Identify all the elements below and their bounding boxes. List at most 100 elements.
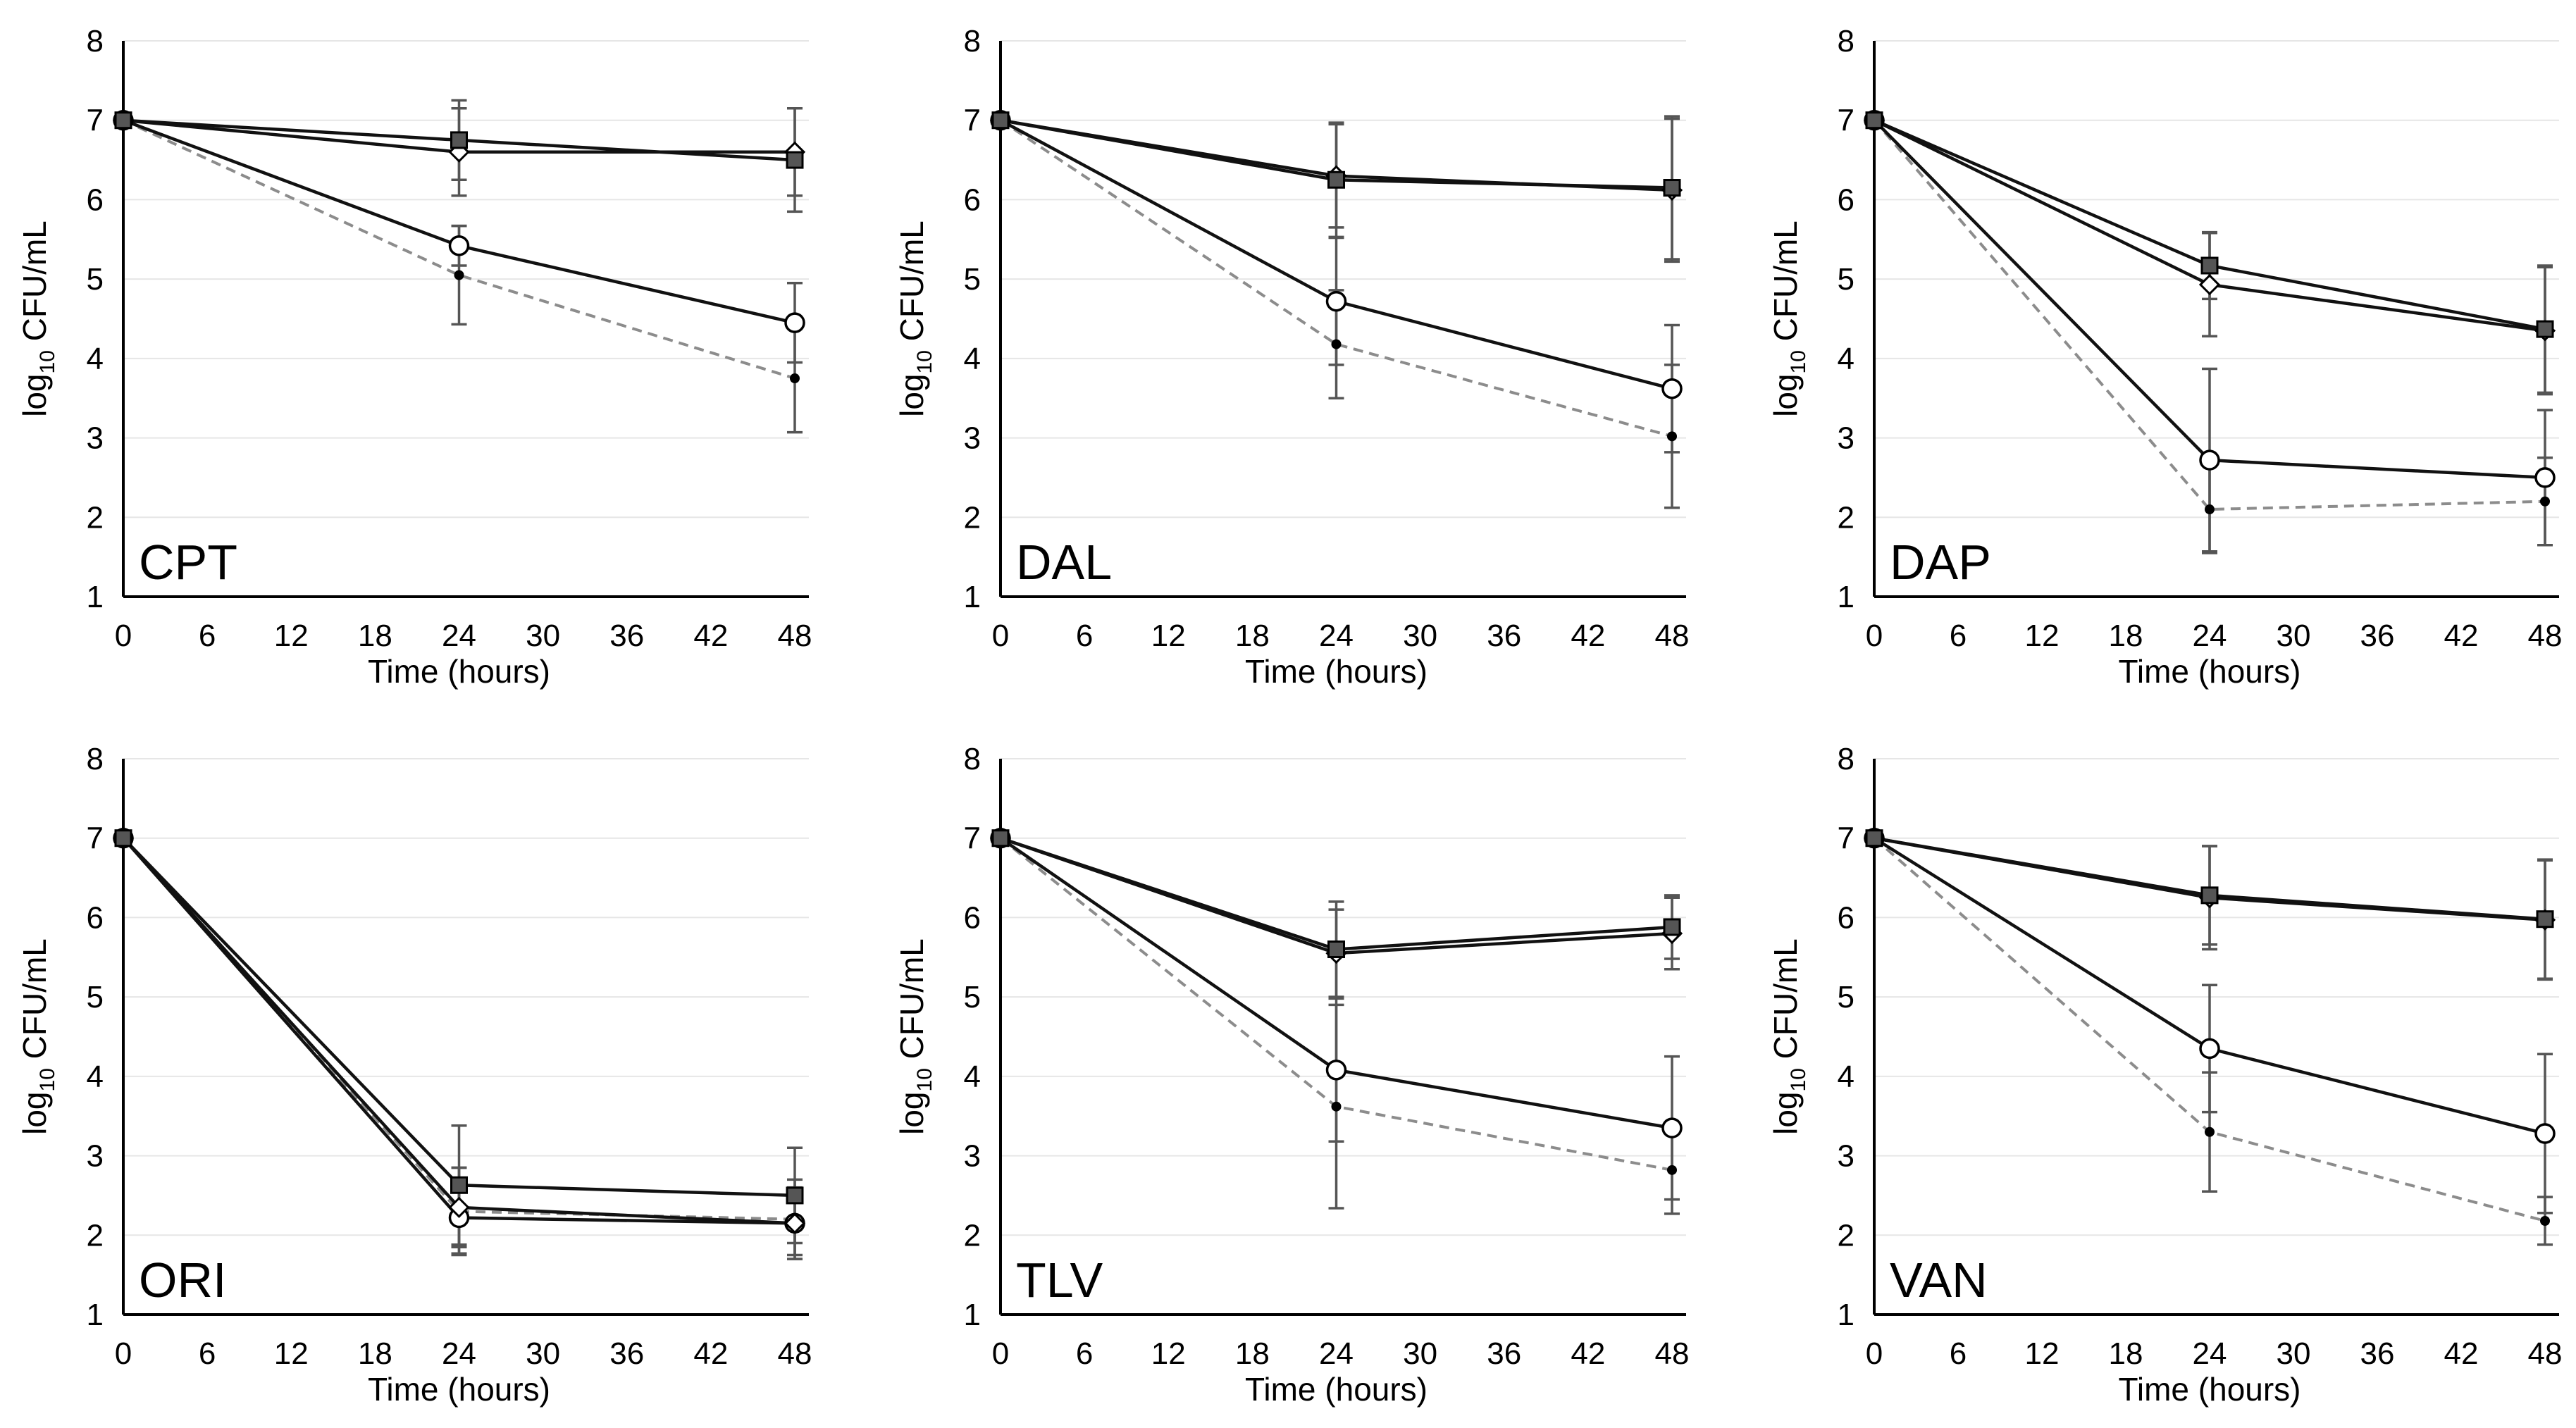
y-tick-label: 8: [964, 742, 981, 776]
y-axis-title-subscript: 10: [1787, 1068, 1810, 1091]
x-tick-label: 36: [1487, 1336, 1521, 1371]
y-tick-label: 1: [1838, 580, 1854, 614]
x-tick-label: 48: [2528, 1336, 2563, 1371]
y-tick-label: 5: [1838, 980, 1854, 1014]
data-point-dot: [2540, 496, 2550, 507]
data-point-open-circle: [1661, 378, 1683, 399]
x-tick-label: 12: [2025, 619, 2060, 653]
y-axis-title: log10 CFU/mL: [893, 938, 936, 1135]
x-axis-title: Time (hours): [2119, 653, 2301, 690]
y-tick-label: 7: [1838, 821, 1854, 856]
y-tick-label: 1: [87, 580, 104, 614]
x-tick-label: 48: [778, 619, 812, 653]
x-tick-label: 18: [1235, 1336, 1270, 1371]
data-point-open-circle: [1661, 1117, 1683, 1138]
y-tick-label: 3: [1838, 421, 1854, 456]
y-tick-label: 3: [1838, 1139, 1854, 1174]
data-point-square: [1663, 918, 1681, 936]
y-axis-title-rest: CFU/mL: [16, 221, 53, 350]
x-tick-label: 12: [274, 619, 309, 653]
data-point-diamond: [448, 1196, 470, 1218]
y-axis-title-rest: CFU/mL: [893, 221, 930, 350]
x-tick-label: 48: [2528, 619, 2563, 653]
y-tick-label: 5: [964, 262, 981, 297]
x-tick-label: 0: [992, 619, 1009, 653]
y-tick-label: 8: [87, 24, 104, 58]
x-tick-label: 12: [2025, 1336, 2060, 1371]
y-axis-title-subscript: 10: [36, 1068, 59, 1091]
y-tick-label: 4: [87, 342, 104, 376]
x-axis-title: Time (hours): [368, 1371, 550, 1408]
y-tick-label: 8: [964, 24, 981, 58]
y-tick-label: 4: [964, 342, 981, 376]
y-tick-label: 4: [1838, 1060, 1854, 1094]
y-tick-label: 5: [87, 980, 104, 1014]
data-point-dot: [2205, 504, 2215, 515]
data-point-dot: [1331, 1101, 1342, 1112]
y-tick-label: 6: [87, 182, 104, 217]
y-tick-label: 8: [1838, 24, 1854, 58]
x-tick-label: 24: [2193, 619, 2227, 653]
x-tick-label: 48: [778, 1336, 812, 1371]
series-line-dots-dashed: [123, 118, 795, 380]
y-axis-title-subscript: 10: [36, 350, 59, 373]
y-tick-label: 8: [1838, 742, 1854, 776]
y-tick-label: 5: [964, 980, 981, 1014]
data-point-diamond: [784, 1212, 806, 1234]
data-point-square: [786, 151, 804, 169]
x-tick-label: 36: [2360, 619, 2395, 653]
panel-label: DAL: [1016, 535, 1112, 590]
data-point-dot: [1667, 431, 1677, 442]
y-axis-title-base: log: [1767, 373, 1804, 416]
y-tick-label: 7: [1838, 104, 1854, 138]
data-point-square: [2200, 886, 2219, 905]
x-axis-title: Time (hours): [1245, 1371, 1428, 1408]
x-tick-label: 6: [199, 1336, 216, 1371]
x-tick-label: 6: [1076, 1336, 1093, 1371]
data-point-open-circle: [448, 235, 470, 256]
x-tick-label: 18: [1235, 619, 1270, 653]
data-point-square: [1865, 829, 1883, 848]
data-point-open-circle: [2534, 1123, 2556, 1144]
x-tick-label: 24: [442, 619, 476, 653]
data-point-diamond: [2198, 273, 2221, 296]
x-tick-label: 6: [1950, 619, 1967, 653]
y-tick-label: 7: [87, 104, 104, 138]
data-point-square: [1327, 940, 1345, 959]
y-axis-title-rest: CFU/mL: [1767, 938, 1804, 1068]
data-point-dot: [790, 373, 800, 384]
x-tick-label: 30: [2277, 619, 2311, 653]
data-point-square: [114, 111, 132, 130]
x-tick-label: 30: [1403, 619, 1437, 653]
x-tick-label: 18: [358, 1336, 392, 1371]
y-tick-label: 2: [87, 500, 104, 535]
data-point-open-circle: [2199, 1038, 2220, 1060]
panel-label: ORI: [139, 1253, 226, 1308]
y-axis-title-base: log: [1767, 1091, 1804, 1134]
y-tick-label: 6: [964, 900, 981, 935]
panel-label: VAN: [1890, 1253, 1988, 1308]
x-tick-label: 36: [609, 619, 644, 653]
data-point-square: [991, 111, 1010, 130]
x-tick-label: 42: [1571, 1336, 1605, 1371]
panel-label: CPT: [139, 535, 237, 590]
y-tick-label: 1: [964, 580, 981, 614]
data-point-square: [1865, 111, 1883, 130]
data-point-open-circle: [2199, 449, 2220, 471]
x-tick-label: 18: [2109, 1336, 2143, 1371]
y-tick-label: 3: [87, 421, 104, 456]
data-point-open-circle: [2534, 467, 2556, 488]
y-axis-title-subscript: 10: [1787, 350, 1810, 373]
y-axis-title-rest: CFU/mL: [893, 938, 930, 1068]
y-tick-label: 2: [964, 500, 981, 535]
x-axis-title: Time (hours): [368, 653, 550, 690]
x-tick-label: 0: [1866, 619, 1883, 653]
x-tick-label: 42: [2444, 619, 2479, 653]
x-tick-label: 24: [1319, 619, 1354, 653]
